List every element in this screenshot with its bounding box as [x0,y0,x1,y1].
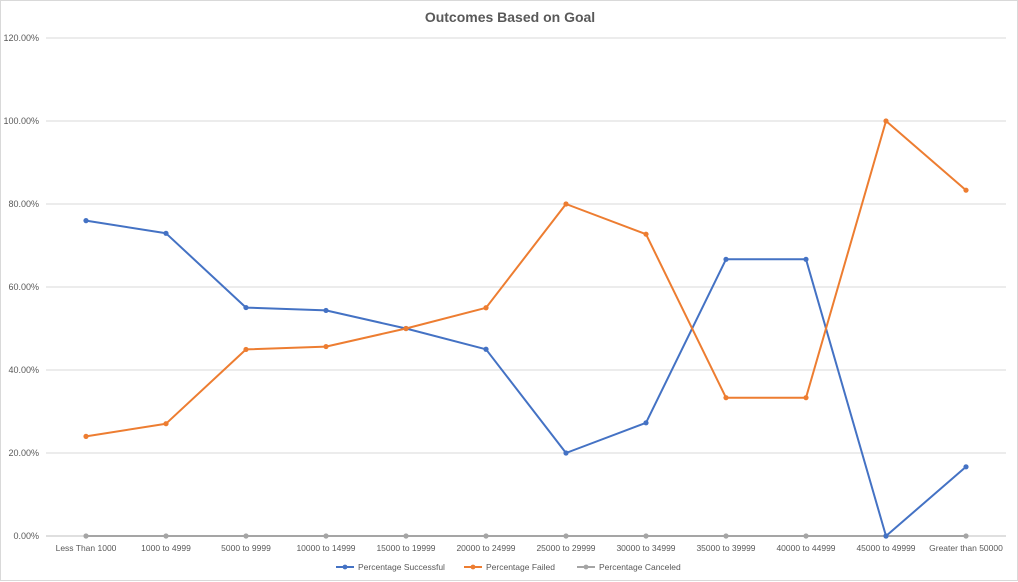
x-tick-label: Less Than 1000 [56,543,117,553]
data-point [163,533,169,539]
data-point [723,256,729,262]
data-point [963,187,969,193]
y-tick-label: 100.00% [3,116,39,126]
series-lines [83,118,969,539]
data-point [243,533,249,539]
data-point [563,450,569,456]
y-tick-label: 80.00% [8,199,39,209]
data-point [483,346,489,352]
legend: Percentage Successful Percentage Failed Pe… [336,562,681,572]
series-percentage-successful [83,218,969,539]
chart-title: Outcomes Based on Goal [425,9,595,25]
x-tick-label: 40000 to 44999 [776,543,835,553]
series-line [85,120,967,438]
data-point [803,256,809,262]
x-tick-label: 5000 to 9999 [221,543,271,553]
gridlines [46,37,1006,537]
series-line [85,219,967,537]
data-point [883,118,889,124]
data-point [963,464,969,470]
data-point [723,533,729,539]
data-point [563,201,569,207]
data-point [883,533,889,539]
series-percentage-canceled [83,533,969,539]
data-point [483,533,489,539]
y-tick-label: 40.00% [8,365,39,375]
x-tick-label: 15000 to 19999 [376,543,435,553]
x-tick-label: 30000 to 34999 [616,543,675,553]
x-tick-label: 1000 to 4999 [141,543,191,553]
data-point [323,343,329,350]
legend-item: Percentage Canceled [577,562,681,572]
legend-label: Percentage Canceled [599,562,681,572]
data-point [163,230,169,236]
legend-marker [583,564,589,570]
x-tick-label: 10000 to 14999 [296,543,355,553]
legend-marker [470,564,476,570]
data-point [723,395,729,401]
y-axis-tick-labels: 0.00% 20.00% 40.00% 60.00% 80.00% 100.00% 120.… [3,33,39,541]
data-point [563,533,569,539]
x-tick-label: Greater than 50000 [929,543,1003,553]
data-point [243,346,249,353]
y-tick-label: 120.00% [3,33,39,43]
data-point [163,421,169,427]
series-percentage-failed [83,118,969,439]
data-point [323,307,329,314]
data-point [643,420,649,426]
data-point [243,304,249,311]
data-point [403,533,409,539]
data-point [403,325,409,332]
legend-marker [342,564,348,570]
data-point [963,533,969,539]
data-point [83,533,89,539]
legend-item: Percentage Failed [464,562,555,572]
legend-label: Percentage Successful [358,562,445,572]
legend-label: Percentage Failed [486,562,555,572]
data-point [803,395,809,401]
x-tick-label: 25000 to 29999 [536,543,595,553]
y-tick-label: 60.00% [8,282,39,292]
x-axis-tick-labels: Less Than 1000 1000 to 4999 5000 to 9999 10… [56,543,1004,553]
data-point [323,533,329,539]
legend-item: Percentage Successful [336,562,445,572]
data-point [643,231,649,237]
y-tick-label: 20.00% [8,448,39,458]
data-point [643,533,649,539]
x-tick-label: 45000 to 49999 [856,543,915,553]
data-point [483,305,489,311]
x-tick-label: 20000 to 24999 [456,543,515,553]
y-tick-label: 0.00% [13,531,39,541]
data-point [83,433,89,439]
x-tick-label: 35000 to 39999 [696,543,755,553]
data-point [83,218,89,224]
data-point [803,533,809,539]
